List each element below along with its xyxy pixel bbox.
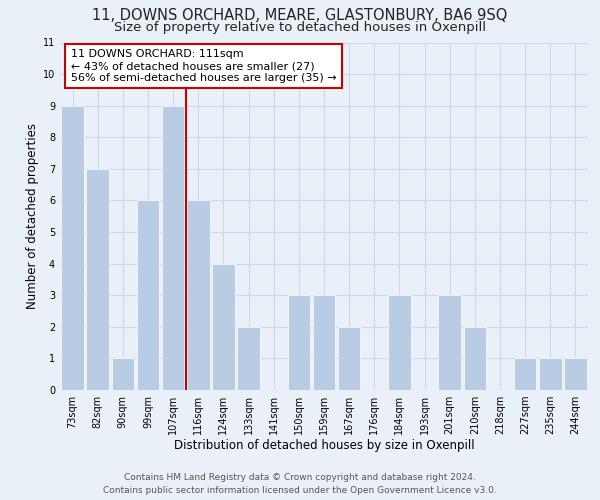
- Bar: [187, 200, 209, 390]
- Bar: [112, 358, 134, 390]
- Bar: [212, 264, 235, 390]
- Bar: [162, 106, 184, 390]
- Bar: [564, 358, 587, 390]
- Bar: [464, 327, 486, 390]
- Bar: [287, 295, 310, 390]
- Text: 11, DOWNS ORCHARD, MEARE, GLASTONBURY, BA6 9SQ: 11, DOWNS ORCHARD, MEARE, GLASTONBURY, B…: [92, 8, 508, 22]
- Text: Size of property relative to detached houses in Oxenpill: Size of property relative to detached ho…: [114, 21, 486, 34]
- Bar: [539, 358, 562, 390]
- Text: Contains HM Land Registry data © Crown copyright and database right 2024.
Contai: Contains HM Land Registry data © Crown c…: [103, 474, 497, 495]
- Bar: [61, 106, 84, 390]
- Bar: [388, 295, 411, 390]
- Bar: [86, 169, 109, 390]
- Bar: [237, 327, 260, 390]
- Text: 11 DOWNS ORCHARD: 111sqm
← 43% of detached houses are smaller (27)
56% of semi-d: 11 DOWNS ORCHARD: 111sqm ← 43% of detach…: [71, 50, 336, 82]
- Bar: [338, 327, 361, 390]
- Bar: [137, 200, 160, 390]
- Bar: [313, 295, 335, 390]
- Y-axis label: Number of detached properties: Number of detached properties: [26, 123, 39, 309]
- X-axis label: Distribution of detached houses by size in Oxenpill: Distribution of detached houses by size …: [173, 438, 475, 452]
- Bar: [439, 295, 461, 390]
- Bar: [514, 358, 536, 390]
